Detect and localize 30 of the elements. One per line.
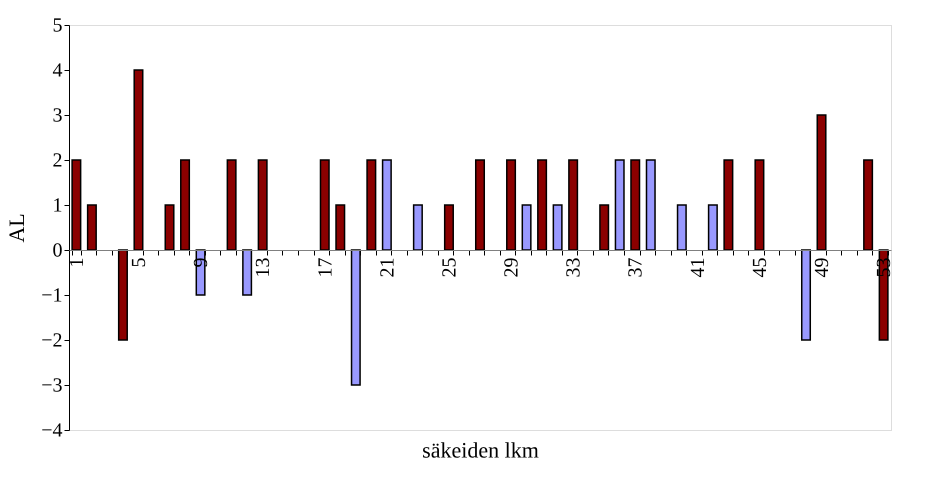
bar — [800, 249, 812, 341]
x-tick-label: 25 — [438, 258, 460, 278]
y-tick-label: 2 — [52, 150, 62, 172]
y-tick-label: −1 — [41, 284, 62, 306]
bar — [118, 249, 128, 341]
x-tick-label: 13 — [252, 258, 274, 278]
y-tick-label: −4 — [41, 420, 62, 442]
y-axis-title: AL — [4, 213, 30, 243]
x-tick-label: 5 — [128, 258, 150, 268]
x-tick-label: 33 — [562, 258, 585, 278]
bar — [196, 249, 206, 296]
x-axis-title: säkeiden lkm — [422, 438, 539, 462]
y-tick-label: −3 — [41, 374, 62, 396]
x-tick-label: 49 — [811, 258, 834, 278]
y-tick-label: 4 — [52, 60, 62, 82]
bar — [350, 249, 361, 386]
y-tick-label: −2 — [41, 330, 62, 352]
y-tick-label: 1 — [52, 194, 62, 216]
x-tick-label: 37 — [624, 258, 647, 278]
x-tick-label: 1 — [66, 258, 88, 268]
x-tick-label: 29 — [500, 258, 523, 278]
y-tick-label: 3 — [52, 104, 62, 126]
y-tick-label: 0 — [52, 240, 62, 262]
x-tick-label: 21 — [376, 258, 398, 278]
bar — [878, 249, 889, 341]
y-tick-label: 5 — [52, 14, 62, 36]
bar — [242, 249, 252, 296]
x-tick-label: 41 — [686, 258, 709, 278]
x-tick-label: 17 — [314, 258, 336, 278]
x-tick-label: 45 — [748, 258, 771, 278]
